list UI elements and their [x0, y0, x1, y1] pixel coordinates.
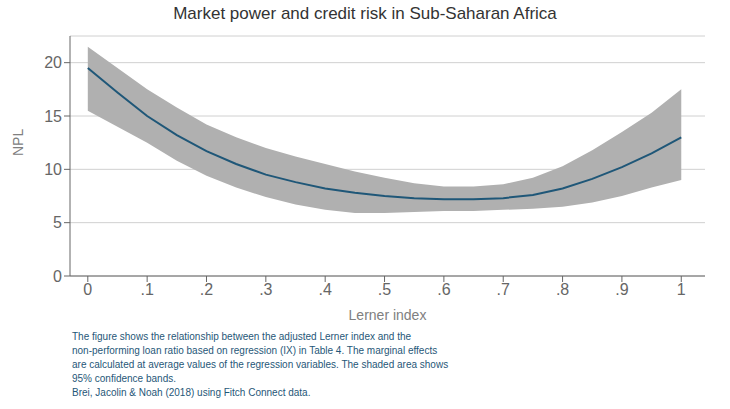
- svg-text:.4: .4: [319, 281, 332, 298]
- svg-text:.3: .3: [259, 281, 272, 298]
- svg-text:.5: .5: [378, 281, 391, 298]
- svg-text:20: 20: [44, 54, 62, 71]
- svg-text:10: 10: [44, 161, 62, 178]
- svg-text:5: 5: [53, 214, 62, 231]
- svg-text:15: 15: [44, 108, 62, 125]
- svg-text:0: 0: [53, 268, 62, 285]
- html-text:The figure shows the relations: The figure shows the relationship betwee…: [72, 331, 412, 342]
- svg-text:.9: .9: [615, 281, 628, 298]
- html-text:are calculated at average valu: are calculated at average values of the …: [72, 359, 449, 370]
- html-text:Brei, Jacolin & Noah (2018) us: Brei, Jacolin & Noah (2018) using Fitch …: [72, 387, 311, 398]
- html-text:non-performing loan ratio base: non-performing loan ratio based on regre…: [72, 345, 438, 356]
- html-text:95% confidence bands.: 95% confidence bands.: [72, 373, 176, 384]
- svg-text:.2: .2: [200, 281, 213, 298]
- svg-text:0: 0: [83, 281, 92, 298]
- html-text:Market power and credit risk i: Market power and credit risk in Sub-Saha…: [173, 4, 557, 23]
- svg-text:.7: .7: [497, 281, 510, 298]
- svg-text:.1: .1: [140, 281, 153, 298]
- svg-text:.6: .6: [437, 281, 450, 298]
- svg-text:1: 1: [677, 281, 686, 298]
- svg-text:.8: .8: [556, 281, 569, 298]
- svg-text:Lerner index: Lerner index: [349, 307, 427, 323]
- svg-text:NPL: NPL: [10, 129, 26, 156]
